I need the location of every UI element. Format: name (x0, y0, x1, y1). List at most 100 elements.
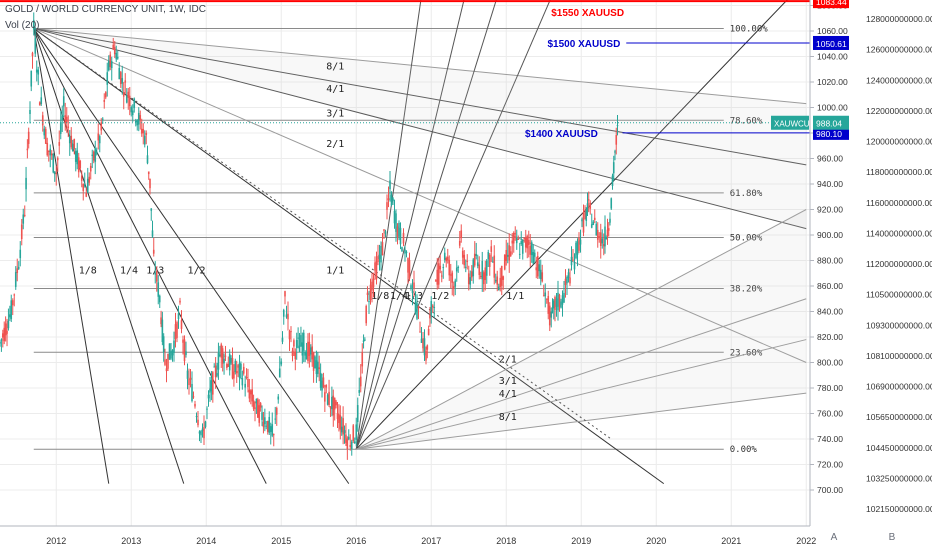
candle-body (231, 358, 234, 379)
candle-body (249, 390, 252, 395)
log-scale-button[interactable]: B (888, 532, 896, 543)
candle-body (293, 340, 295, 347)
candle-body (497, 286, 500, 291)
candle-body (272, 434, 275, 436)
fan-label: 1/4 (390, 291, 408, 302)
candle-body (566, 276, 568, 284)
candle-body (128, 95, 131, 107)
candle-body (201, 428, 204, 432)
fan-label: 1/2 (188, 265, 206, 276)
candle-body (429, 314, 431, 319)
candle-body (19, 249, 22, 259)
candle-body (278, 368, 281, 378)
candle-body (98, 136, 101, 144)
badge-last-price: 988.04 (816, 119, 842, 129)
candle-body (304, 352, 306, 356)
candle-body (390, 194, 393, 206)
candle-body (242, 366, 245, 374)
candle-body (318, 367, 321, 369)
candle-body (162, 336, 165, 353)
candle-body (609, 218, 611, 223)
candle-body (572, 259, 574, 261)
candle-body (349, 444, 352, 448)
time-axis-bg (0, 526, 932, 550)
candle-body (62, 96, 65, 107)
candle-body (17, 266, 20, 269)
y-tick-label: 820.00 (817, 332, 843, 342)
candle-body (353, 441, 356, 444)
candle-body (31, 52, 34, 57)
candle-body (79, 160, 82, 169)
candle-body (134, 120, 137, 123)
candle-body (37, 69, 40, 75)
candle-body (374, 262, 376, 271)
candle-body (317, 361, 319, 374)
candle-body (401, 247, 403, 252)
candle-body (22, 214, 25, 224)
candle-body (392, 198, 394, 202)
fan-line (33, 27, 807, 363)
y-tick-label: 920.00 (817, 205, 843, 215)
candle-body (241, 378, 244, 386)
auto-scale-button[interactable]: A (830, 532, 838, 543)
candle-body (240, 363, 242, 370)
candle-body (214, 365, 217, 378)
candle-body (20, 224, 23, 240)
fib-level-label: 61.80% (730, 189, 763, 199)
y-tick-label: 1020.00 (817, 77, 848, 87)
fan-label: 8/1 (326, 61, 344, 72)
candle-body (332, 395, 335, 416)
y-tick-label: 960.00 (817, 154, 843, 164)
candle-body (29, 109, 31, 115)
y-right-tick-label: 103250000000.00 (866, 473, 932, 483)
y-right-tick-label: 104450000000.00 (866, 443, 932, 453)
candle-body (509, 251, 512, 257)
fan-label: 3/1 (499, 376, 517, 387)
candle-body (512, 232, 515, 244)
fib-level-label: 23.60% (730, 348, 763, 358)
fan-line (33, 27, 807, 105)
candle-body (461, 250, 464, 258)
candle-body (473, 253, 476, 266)
fan-label: 2/1 (326, 139, 344, 150)
candle-body (326, 394, 329, 405)
candle-body (434, 280, 437, 282)
y-right-tick-label: 102150000000.00 (866, 504, 932, 514)
candle-body (530, 242, 533, 256)
candle-body (176, 322, 178, 338)
target-label: $1400 XAUUSD (525, 129, 598, 140)
fan-line (33, 28, 185, 484)
candle-body (226, 364, 228, 368)
candle-body (381, 242, 384, 256)
candle-body (614, 151, 616, 153)
candle-body (481, 261, 484, 280)
candle-body (104, 92, 107, 98)
candle-body (203, 427, 205, 439)
candle-body (251, 389, 253, 402)
y-tick-label: 760.00 (817, 409, 843, 419)
candle-body (10, 300, 13, 320)
candle-body (547, 295, 550, 314)
price-series (0, 12, 619, 460)
x-tick-label: 2019 (571, 536, 591, 546)
candle-body (322, 377, 325, 388)
candle-body (277, 396, 280, 400)
candle-body (515, 238, 518, 244)
candle-body (425, 350, 427, 361)
fan-shade (33, 28, 807, 229)
candle-body (398, 222, 400, 237)
chart-title: GOLD / WORLD CURRENCY UNIT, 1W, IDC (5, 4, 206, 15)
x-tick-label: 2022 (796, 536, 816, 546)
candle-body (372, 278, 375, 288)
candle-body (258, 405, 261, 423)
candle-body (383, 229, 385, 231)
fan-line (355, 0, 465, 450)
candle-body (469, 277, 472, 285)
candle-body (457, 266, 460, 268)
candle-body (375, 261, 378, 280)
y-tick-label: 900.00 (817, 230, 843, 240)
candle-body (560, 301, 562, 308)
candle-body (548, 305, 551, 326)
candle-body (616, 125, 619, 127)
